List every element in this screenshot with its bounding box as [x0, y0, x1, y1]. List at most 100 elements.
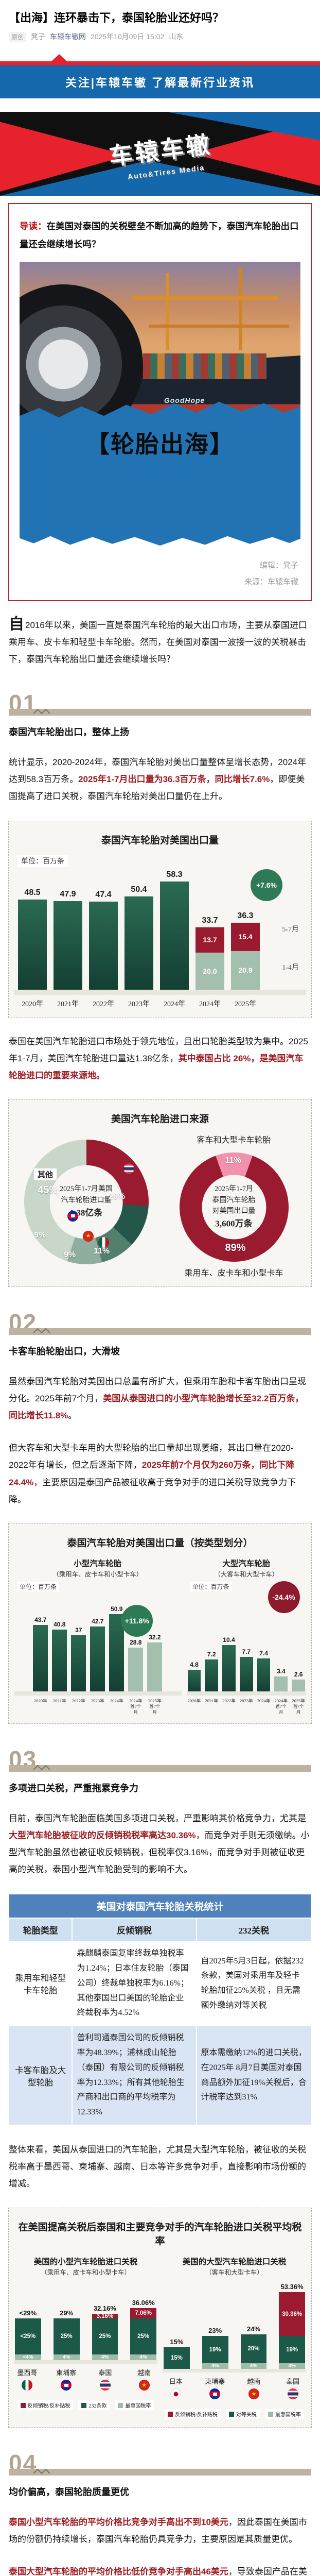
slice-label: 乘用车、皮卡车和小型卡车: [184, 1269, 283, 1278]
axis-unit-label: 单位：百万条: [189, 1581, 232, 1591]
panel-subtitle-note: （乘用车、皮卡车和小型卡车）: [52, 1570, 143, 1578]
containers-icon: [143, 353, 267, 379]
x-axis-label: 2024年: [164, 1000, 185, 1008]
bar-value-label: 58.3: [166, 870, 183, 879]
bar-segment: 15.4: [231, 922, 260, 951]
zigzag-icon: [33, 708, 50, 715]
figure-chart-tariff-rates[interactable]: 在美国提高关税后泰国和主要竞争对手的汽车轮胎进口关税平均税率 美国的小型汽车轮胎进…: [8, 2208, 312, 2428]
lead-label: 导读：: [20, 221, 47, 231]
panel-subtitle: 美国的大型汽车轮胎进口关税: [182, 2258, 287, 2267]
donut-chart: 2025年1-7月 泰国汽车轮胎 对美国出口量 3,600万条 89% 11%: [179, 1153, 289, 1262]
highlight-text: 泰国小型汽车轮胎的平均价格比竞争对手高出不到10美元: [9, 2517, 228, 2528]
x-axis-label: 2021年: [52, 1698, 66, 1703]
hero-image[interactable]: GoodHope 【轮胎出海】: [20, 262, 300, 548]
flag-mx-icon: [98, 1236, 109, 1248]
highlight-text: 大型汽车轮胎被征收的反倾销税税率高达30.36%: [9, 1830, 196, 1840]
bar: [274, 1676, 288, 1691]
zigzag-icon: [33, 2468, 50, 2475]
x-axis-label: 2022年: [222, 1698, 236, 1703]
section-bar: [9, 708, 311, 716]
bar-column: 10.4: [222, 1636, 236, 1691]
x-axis-label: 2023年: [128, 1000, 150, 1008]
donut-center-text: 汽车轮胎进口量: [61, 1196, 112, 1205]
growth-badge: +7.6%: [251, 869, 282, 901]
chart-panel: 美国的大型汽车轮胎进口关税 （客车和大型卡车） 15% 15% 23% 19% 4% 24% 2…: [163, 2256, 306, 2419]
bar-total-label: 36.3: [237, 911, 254, 920]
tariff-table: 美国对泰国汽车轮胎关税统计 轮胎类型 反倾销税 232关税 乘用车和轻型卡车轮胎…: [8, 1893, 312, 2126]
bar-column: 37: [71, 1626, 86, 1691]
crane-icon: [238, 267, 242, 350]
bar-value-label: 10.4: [223, 1636, 235, 1643]
bar-value-label: 3.4: [276, 1667, 286, 1675]
bar: [33, 1624, 48, 1691]
bar-segment: 15%: [164, 2347, 190, 2369]
paragraph: 自 2016年以来，美国一直是泰国汽车轮胎的最大出口市场，主要从泰国进口乘用车、皮…: [9, 617, 311, 668]
credit-source: 来源：车辕车辙: [244, 577, 298, 586]
figure-chart-thai-us-exports[interactable]: 泰国汽车轮胎对美国出口量 单位：百万条 48.5 47.9 47.4 50.4 58.3 33…: [8, 820, 312, 1018]
bar-total-label: <29%: [19, 2309, 37, 2317]
donut-chart: 2025年1-7月美国 汽车轮胎进口量 1.38亿条 26% 11% 9% 9% 45% 其他: [24, 1139, 149, 1264]
brand-logo-image[interactable]: 车辕车辙 Auto&Tires Media: [0, 112, 320, 196]
figure-chart-import-sources[interactable]: 美国汽车轮胎进口来源 2025年1-7月美国 汽车轮胎进口量 1.38亿条 26% 11%…: [8, 1099, 312, 1287]
bar-segment: 4%: [53, 2354, 80, 2361]
table-title: 美国对泰国汽车轮胎关税统计: [8, 1893, 312, 1919]
growth-badge: +11.8%: [121, 1604, 153, 1637]
legend-label: 对等关税: [236, 2412, 257, 2418]
bar-value-label: 47.9: [60, 889, 76, 899]
category: 日本: [163, 2376, 189, 2402]
bar-segment: 3.16%: [92, 2313, 118, 2319]
flag-th-icon: [287, 2388, 298, 2400]
section-02-header: 02 卡客车胎轮胎出口，大滑坡: [0, 1311, 320, 1358]
bar-value-label: 50.9: [111, 1605, 123, 1613]
figure-chart-exports-by-type[interactable]: 泰国汽车轮胎对美国出口量（按类型划分） 小型汽车轮胎 （乘用车、皮卡车和小型卡车） 单…: [8, 1523, 312, 1724]
bar-value-label: 4.8: [190, 1660, 199, 1668]
flag-vn-icon: [83, 1230, 94, 1242]
panel-subtitle-note: （大客车和大型卡车）: [214, 1570, 279, 1578]
paragraph: 目前，泰国汽车轮胎面临美国多项进口关税，严重影响其价格竞争力，尤其是大型汽车轮胎…: [9, 1810, 311, 1878]
category: 泰国: [92, 2367, 119, 2393]
bar-column: 32.2: [147, 1634, 163, 1691]
x-axis-label: 2022年: [93, 1000, 114, 1008]
flag-th-icon: [123, 1163, 135, 1174]
x-axis-label: 柬埔寨: [205, 2378, 225, 2386]
bar-column: 36.06% 7.06% 25% 4%: [130, 2299, 156, 2361]
account-link[interactable]: 车辕车辙网: [50, 32, 86, 41]
section-04-header: 04 均价偏高，泰国轮胎质量更优: [0, 2452, 320, 2498]
bar-segment: 20.9: [231, 951, 260, 990]
chart-us-import-sources: 美国汽车轮胎进口来源 2025年1-7月美国 汽车轮胎进口量 1.38亿条 26% 11%…: [14, 1108, 306, 1278]
chart-title: 在美国提高关税后泰国和主要竞争对手的汽车轮胎进口关税平均税率: [18, 2222, 302, 2247]
x-axis-label: 越南: [247, 2378, 261, 2386]
paragraph-text: 目前，泰国汽车轮胎面临美国多项进口关税，严重影响其价格竞争力，尤其是: [9, 1813, 306, 1823]
paragraph: 泰国大型汽车轮胎的平均价格比低价竞争对手高出46美元，导致泰国产品在美国市场的份…: [9, 2563, 311, 2576]
bar-value-label: 42.7: [92, 1617, 104, 1625]
bar: [160, 881, 189, 990]
x-axis-label: 2024年首7个月: [129, 1698, 143, 1715]
donut-center-text: 2025年1-7月美国: [60, 1185, 113, 1194]
hero-blue-band: [20, 401, 300, 548]
table-cell: 乘用车和轻型卡车轮胎: [8, 1941, 73, 2027]
paragraph-text: 但大客车和大型卡车用的大型轮胎的出口量却出现萎缩，其出口量在2020-2022年…: [9, 1443, 294, 1470]
pointer-triangle-icon: [51, 54, 67, 61]
red-divider-bar: [0, 61, 320, 65]
table-row: 乘用车和轻型卡车轮胎 森麒麟泰国复审终裁单独税率为1.24%；日本住友轮胎（泰国…: [8, 1941, 312, 2027]
flag-kh-icon: [209, 2388, 221, 2400]
bar-column: 47.4: [89, 890, 118, 990]
bar-value-label: 43.7: [34, 1616, 47, 1623]
legend-swatch: [20, 2402, 26, 2408]
bar: [90, 1626, 105, 1691]
slice-percent-label: 9%: [63, 1250, 76, 1260]
legend: 反倾销税/反补贴税 232条款 最惠国税率: [14, 2400, 157, 2411]
masthead-banner: 关注|车辕车辙 了解最新行业资讯 车辕车辙 Auto&Tires Media: [0, 54, 320, 196]
credit-editor: 编辑：凳子: [259, 561, 298, 570]
chart-title: 美国汽车轮胎进口来源: [111, 1113, 209, 1125]
paragraph: 统计显示，2020-2024年，泰国汽车轮胎对美出口量整体呈增长态势，2024年…: [9, 754, 311, 805]
x-axis-label: 2023年: [91, 1698, 104, 1703]
paragraph: 泰国小型汽车轮胎的平均价格比竞争对手高出不到10美元，因此泰国在美国市场的份额仍…: [9, 2514, 311, 2548]
paragraph: 整体来看，美国从泰国进口的汽车轮胎，尤其是大型汽车轮胎，被征收的关税税率高于墨西…: [9, 2144, 306, 2189]
bar: [71, 1635, 86, 1691]
section-title: 多项进口关税，严重拖累竞争力: [9, 1783, 138, 1793]
bar-column: 2.6: [292, 1671, 305, 1691]
crane-icon: [165, 273, 169, 351]
paragraph: 但大客车和大型卡车用的大型轮胎的出口量却出现萎缩，其出口量在2020-2022年…: [9, 1439, 311, 1508]
legend-label: 最惠国税率: [275, 2412, 301, 2418]
